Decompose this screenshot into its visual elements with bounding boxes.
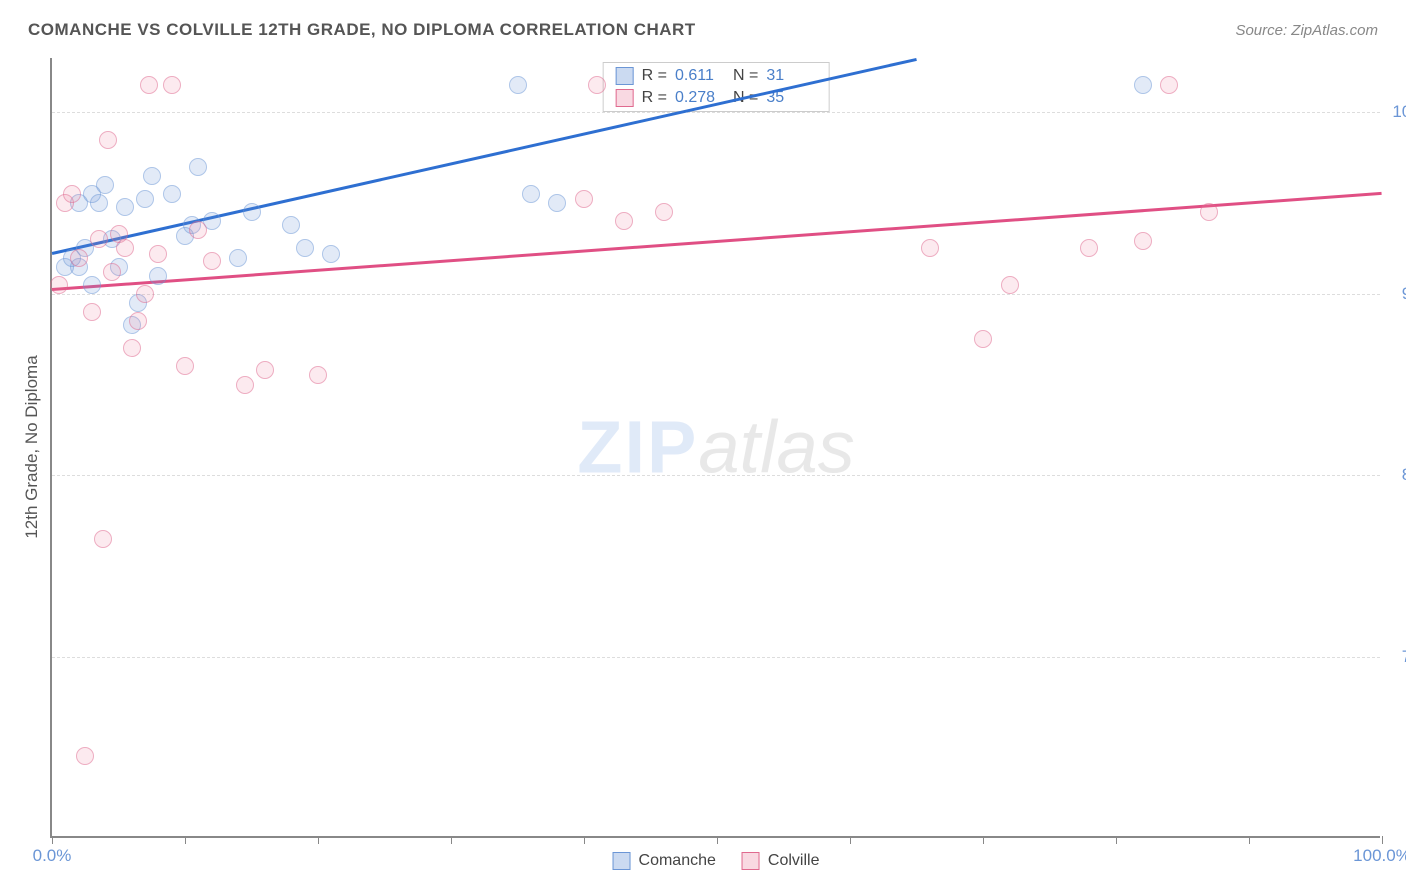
chart-title: COMANCHE VS COLVILLE 12TH GRADE, NO DIPL… <box>28 20 696 40</box>
data-point <box>921 239 939 257</box>
data-point <box>974 330 992 348</box>
x-tick-label: 100.0% <box>1353 846 1406 866</box>
legend-stats-row: R = 0.278 N = 35 <box>604 87 829 109</box>
x-tick <box>185 836 186 844</box>
plot-area: 12th Grade, No Diploma ZIPatlas R = 0.61… <box>50 58 1380 838</box>
data-point <box>575 190 593 208</box>
data-point <box>163 76 181 94</box>
data-point <box>143 167 161 185</box>
data-point <box>256 361 274 379</box>
data-point <box>615 212 633 230</box>
legend-item: Colville <box>742 852 820 870</box>
data-point <box>149 245 167 263</box>
y-tick-label: 70.0% <box>1390 647 1406 667</box>
chart-source: Source: ZipAtlas.com <box>1235 22 1378 39</box>
gridline-h <box>52 294 1380 295</box>
x-tick <box>52 836 53 844</box>
data-point <box>1001 276 1019 294</box>
x-tick <box>1249 836 1250 844</box>
data-point <box>655 203 673 221</box>
y-tick-label: 90.0% <box>1390 284 1406 304</box>
data-point <box>548 194 566 212</box>
data-point <box>136 190 154 208</box>
x-tick <box>850 836 851 844</box>
data-point <box>96 176 114 194</box>
legend-swatch-colville <box>616 89 634 107</box>
data-point <box>522 185 540 203</box>
data-point <box>83 303 101 321</box>
data-point <box>129 312 147 330</box>
data-point <box>163 185 181 203</box>
legend-swatch-comanche <box>616 67 634 85</box>
data-point <box>116 198 134 216</box>
data-point <box>588 76 606 94</box>
data-point <box>83 276 101 294</box>
legend-item: Comanche <box>613 852 716 870</box>
x-tick <box>1116 836 1117 844</box>
chart-header: COMANCHE VS COLVILLE 12TH GRADE, NO DIPL… <box>0 0 1406 50</box>
legend-label-a: Comanche <box>639 852 716 870</box>
data-point <box>63 185 81 203</box>
x-tick <box>717 836 718 844</box>
data-point <box>103 263 121 281</box>
legend-r-value-a: 0.611 <box>675 67 725 85</box>
data-point <box>136 285 154 303</box>
legend-r-label: R = <box>642 67 667 85</box>
data-point <box>243 203 261 221</box>
x-tick <box>1382 836 1383 844</box>
data-point <box>94 530 112 548</box>
data-point <box>509 76 527 94</box>
data-point <box>116 239 134 257</box>
data-point <box>203 252 221 270</box>
y-tick-label: 100.0% <box>1390 102 1406 122</box>
data-point <box>236 376 254 394</box>
data-point <box>176 357 194 375</box>
legend-swatch-colville <box>742 852 760 870</box>
data-point <box>123 339 141 357</box>
data-point <box>1134 232 1152 250</box>
data-point <box>1200 203 1218 221</box>
data-point <box>70 249 88 267</box>
data-point <box>50 276 68 294</box>
data-point <box>189 158 207 176</box>
trend-line-comanche <box>52 58 917 255</box>
data-point <box>76 747 94 765</box>
x-tick <box>983 836 984 844</box>
data-point <box>1080 239 1098 257</box>
data-point <box>309 366 327 384</box>
data-point <box>282 216 300 234</box>
x-tick-label: 0.0% <box>33 846 72 866</box>
y-tick-label: 80.0% <box>1390 465 1406 485</box>
legend-label-b: Colville <box>768 852 820 870</box>
x-tick <box>318 836 319 844</box>
data-point <box>140 76 158 94</box>
data-point <box>1160 76 1178 94</box>
legend-stats-row: R = 0.611 N = 31 <box>604 65 829 87</box>
x-tick <box>584 836 585 844</box>
data-point <box>296 239 314 257</box>
data-point <box>229 249 247 267</box>
gridline-h <box>52 475 1380 476</box>
chart-container: 12th Grade, No Diploma ZIPatlas R = 0.61… <box>50 58 1380 838</box>
legend-n-label: N = <box>733 67 758 85</box>
gridline-h <box>52 657 1380 658</box>
legend-swatch-comanche <box>613 852 631 870</box>
x-tick <box>451 836 452 844</box>
data-point <box>322 245 340 263</box>
data-point <box>149 267 167 285</box>
legend-series: Comanche Colville <box>613 852 820 870</box>
watermark: ZIPatlas <box>577 405 854 490</box>
data-point <box>90 230 108 248</box>
data-point <box>99 131 117 149</box>
legend-r-label: R = <box>642 89 667 107</box>
data-point <box>189 221 207 239</box>
data-point <box>1134 76 1152 94</box>
data-point <box>90 194 108 212</box>
gridline-h <box>52 112 1380 113</box>
y-axis-label: 12th Grade, No Diploma <box>22 355 42 538</box>
